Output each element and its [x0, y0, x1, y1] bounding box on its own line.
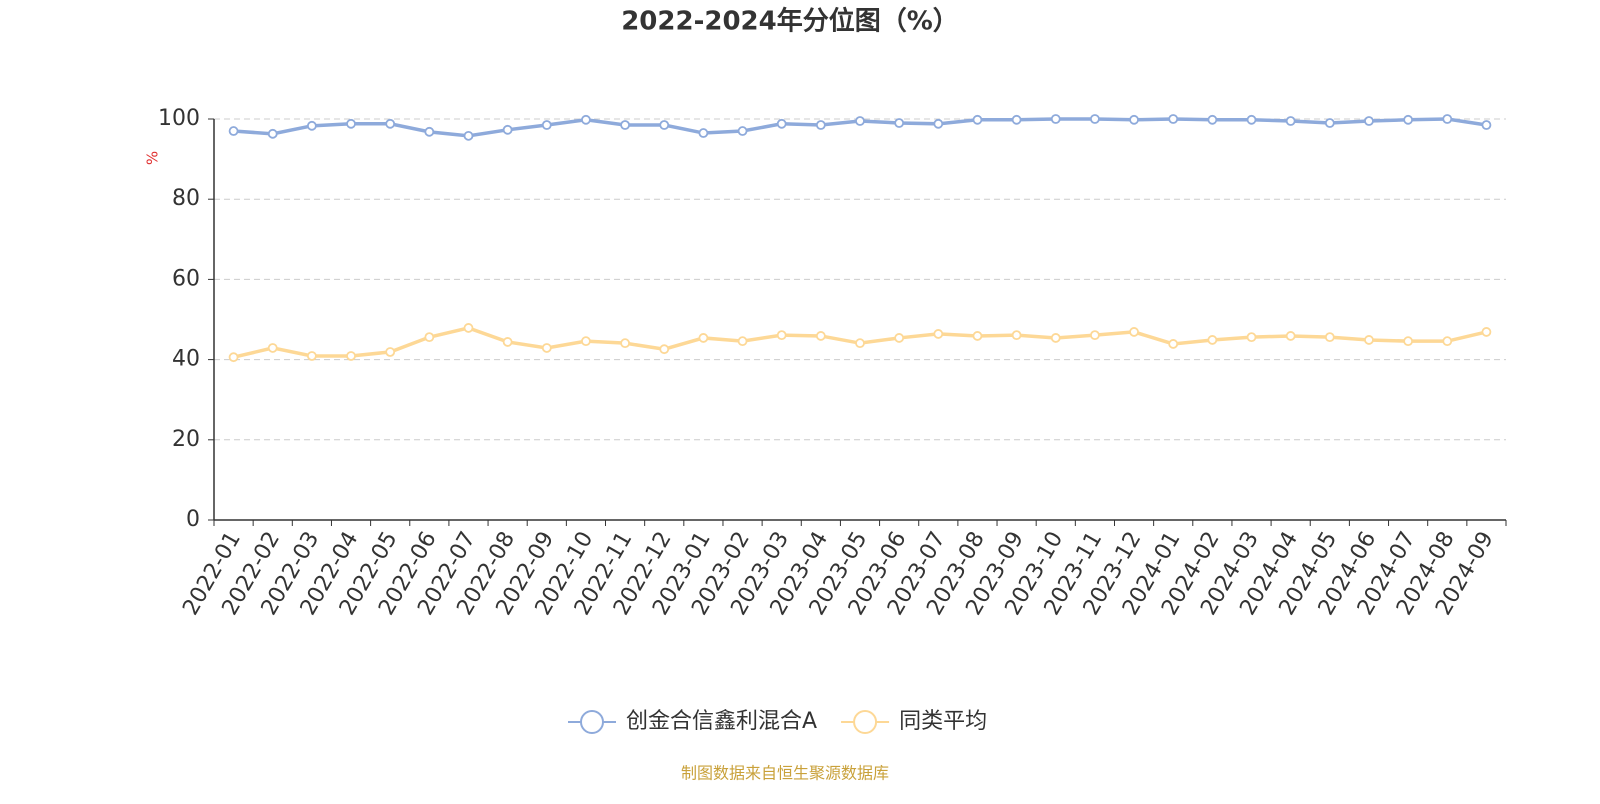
data-point	[1090, 114, 1100, 124]
data-point	[581, 114, 591, 125]
data-point	[1246, 332, 1257, 343]
data-point	[267, 343, 278, 353]
source-note: 制图数据来自恒生聚源数据库	[681, 764, 889, 783]
data-point	[228, 126, 239, 136]
data-point	[1481, 327, 1492, 337]
data-point	[1324, 332, 1335, 343]
data-point	[1050, 333, 1061, 343]
y-tick-label: 80	[172, 186, 200, 211]
data-point	[737, 126, 748, 136]
data-point	[1207, 335, 1218, 345]
data-point	[306, 120, 317, 131]
data-point	[1207, 114, 1218, 125]
y-tick-label: 60	[172, 266, 200, 291]
legend-marker	[853, 710, 878, 734]
chart-title: 2022-2024年分位图（%）	[621, 6, 959, 37]
data-point	[346, 351, 356, 361]
data-point	[228, 352, 239, 363]
data-point	[1168, 339, 1179, 349]
data-point	[267, 128, 278, 139]
data-point	[737, 336, 748, 347]
data-point	[1050, 114, 1061, 124]
data-point	[581, 336, 591, 347]
data-point	[306, 351, 317, 361]
data-point	[815, 120, 826, 130]
data-point	[815, 331, 826, 341]
data-point	[1403, 336, 1414, 347]
data-point	[1011, 114, 1022, 125]
data-point	[894, 333, 905, 343]
data-point	[385, 118, 396, 129]
data-point	[424, 332, 435, 343]
data-point	[1324, 118, 1335, 128]
data-point	[698, 128, 709, 138]
data-point	[502, 124, 513, 135]
data-point	[1129, 327, 1139, 337]
data-point	[1285, 116, 1296, 126]
data-point	[1403, 114, 1414, 125]
legend-label: 同类平均	[899, 709, 987, 734]
data-point	[502, 337, 513, 347]
data-point	[1011, 330, 1022, 341]
data-point	[972, 114, 983, 125]
data-point	[894, 118, 905, 128]
data-point	[346, 118, 356, 129]
data-point	[1364, 116, 1374, 126]
data-point	[1168, 114, 1179, 124]
data-point	[1442, 114, 1453, 124]
data-point	[385, 347, 396, 357]
data-point	[855, 338, 865, 349]
data-point	[698, 333, 709, 343]
data-point	[1246, 114, 1257, 125]
series	[228, 114, 1492, 141]
data-point	[620, 338, 630, 349]
data-point	[463, 323, 474, 333]
data-point	[541, 343, 552, 353]
data-point	[1129, 114, 1139, 125]
data-point	[1481, 120, 1492, 130]
y-axis-label: %	[144, 151, 162, 165]
data-point	[1285, 331, 1296, 341]
data-point	[463, 130, 474, 141]
data-point	[541, 120, 552, 130]
data-point	[972, 331, 983, 341]
data-point	[659, 120, 670, 130]
data-point	[1442, 336, 1453, 347]
legend-marker	[580, 710, 604, 734]
series	[228, 323, 1492, 363]
y-tick-label: 100	[158, 106, 200, 131]
y-tick-label: 40	[172, 347, 200, 372]
y-tick-label: 0	[186, 507, 200, 532]
data-point	[776, 330, 787, 341]
data-point	[659, 344, 670, 355]
data-point	[1090, 330, 1100, 341]
y-tick-label: 20	[172, 427, 200, 452]
data-point	[620, 120, 630, 130]
data-point	[855, 116, 865, 126]
data-point	[776, 118, 787, 129]
data-point	[1364, 335, 1374, 345]
legend-label: 创金合信鑫利混合A	[626, 709, 817, 734]
data-point	[933, 118, 944, 129]
data-point	[933, 329, 944, 339]
data-point	[424, 126, 435, 137]
